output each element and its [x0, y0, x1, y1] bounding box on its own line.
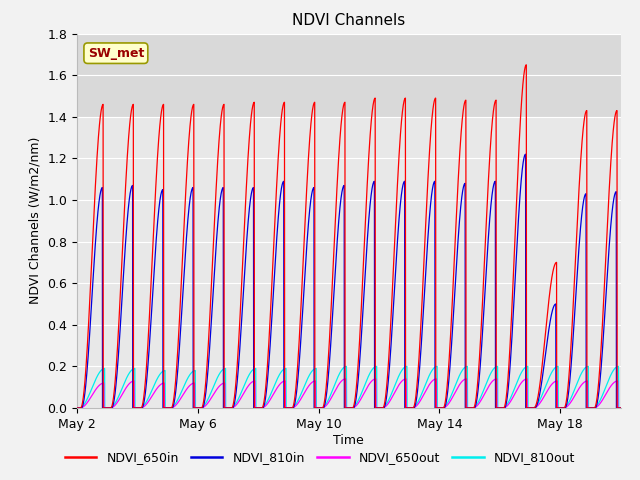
NDVI_810out	[565, 399, 573, 405]
NDVI_650in	[402, 405, 410, 411]
NDVI_810out	[412, 403, 419, 409]
Line: NDVI_650in: NDVI_650in	[77, 65, 621, 408]
NDVI_810in	[73, 405, 81, 411]
NDVI_810out	[73, 405, 81, 411]
NDVI_810in	[412, 403, 419, 408]
NDVI_650out	[524, 376, 531, 382]
NDVI_650out	[189, 380, 197, 386]
NDVI_810in	[522, 151, 529, 157]
NDVI_810out	[617, 405, 625, 411]
NDVI_650in	[189, 102, 197, 108]
X-axis label: Time: Time	[333, 433, 364, 446]
Y-axis label: NDVI Channels (W/m2/nm): NDVI Channels (W/m2/nm)	[29, 137, 42, 304]
Legend: NDVI_650in, NDVI_810in, NDVI_650out, NDVI_810out: NDVI_650in, NDVI_810in, NDVI_650out, NDV…	[60, 446, 580, 469]
Bar	[77, 34, 621, 117]
NDVI_810in	[189, 405, 197, 411]
NDVI_810out	[614, 363, 622, 369]
NDVI_810out	[617, 405, 625, 411]
Line: NDVI_650out: NDVI_650out	[77, 379, 621, 408]
NDVI_650in	[617, 405, 625, 411]
NDVI_650in	[225, 405, 232, 411]
NDVI_650out	[617, 405, 625, 411]
NDVI_810out	[189, 368, 197, 374]
Line: NDVI_810in: NDVI_810in	[77, 154, 621, 408]
NDVI_650out	[565, 401, 573, 407]
NDVI_810in	[617, 405, 625, 411]
NDVI_650in	[73, 405, 81, 411]
Text: SW_met: SW_met	[88, 47, 144, 60]
NDVI_810out	[225, 405, 232, 411]
NDVI_810in	[617, 405, 625, 411]
NDVI_810in	[402, 405, 410, 411]
NDVI_650out	[225, 405, 232, 411]
NDVI_650in	[617, 405, 625, 411]
NDVI_810in	[565, 384, 573, 389]
NDVI_650out	[617, 405, 625, 411]
Line: NDVI_810out: NDVI_810out	[77, 366, 621, 408]
NDVI_810in	[225, 405, 232, 411]
NDVI_650out	[73, 405, 81, 411]
NDVI_810out	[402, 364, 410, 370]
NDVI_650out	[412, 404, 419, 410]
Title: NDVI Channels: NDVI Channels	[292, 13, 405, 28]
NDVI_650in	[565, 369, 573, 375]
NDVI_650in	[522, 62, 530, 68]
NDVI_650in	[412, 398, 419, 404]
NDVI_650out	[402, 376, 410, 382]
